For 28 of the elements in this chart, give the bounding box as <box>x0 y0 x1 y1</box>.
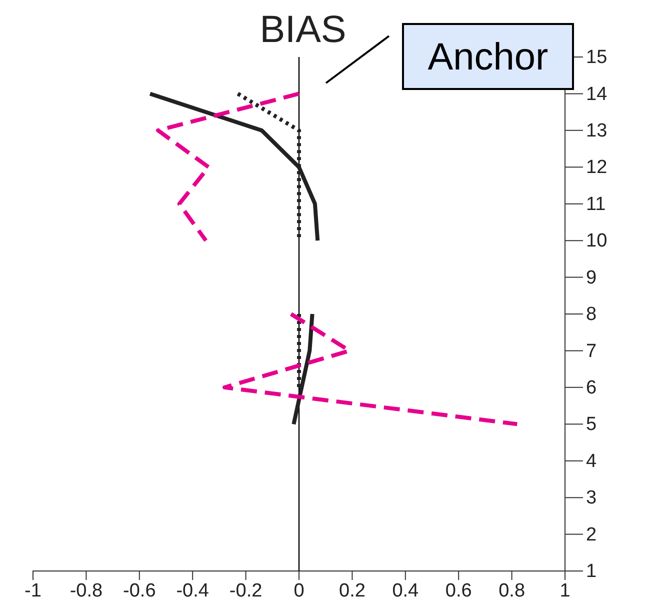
x-tick-label: -0.8 <box>70 580 103 602</box>
y-tick-label: 9 <box>586 267 597 288</box>
x-tick-label: 0.8 <box>498 580 526 602</box>
x-tick-label: 0 <box>294 580 304 602</box>
y-tick-label: 11 <box>586 194 606 215</box>
chart-title: BIAS <box>260 9 346 51</box>
y-tick-label: 13 <box>586 120 608 142</box>
y-tick-label: 7 <box>586 340 597 362</box>
x-tick-label: 0.2 <box>338 580 366 602</box>
x-tick-label: -0.6 <box>123 580 156 602</box>
y-tick-label: 15 <box>586 47 608 68</box>
x-tick-label: -0.2 <box>229 580 262 602</box>
y-tick-label: 2 <box>586 524 597 546</box>
x-tick-label: -1 <box>24 580 42 602</box>
y-tick-label: 6 <box>586 378 597 399</box>
y-tick-label: 14 <box>586 84 608 105</box>
y-tick-label: 3 <box>586 488 597 509</box>
x-tick-label: -0.4 <box>176 580 210 602</box>
y-tick-label: 1 <box>586 561 597 582</box>
annotation: Anchor <box>428 36 549 78</box>
y-tick-label: 8 <box>586 304 597 326</box>
x-tick-label: 1 <box>560 580 570 602</box>
y-tick-label: 5 <box>586 414 597 436</box>
x-tick-label: 0.6 <box>445 580 472 602</box>
y-tick-label: 4 <box>586 450 597 472</box>
y-tick-label: 10 <box>586 230 608 252</box>
y-tick-label: 12 <box>586 157 608 178</box>
x-tick-label: 0.4 <box>392 580 420 602</box>
